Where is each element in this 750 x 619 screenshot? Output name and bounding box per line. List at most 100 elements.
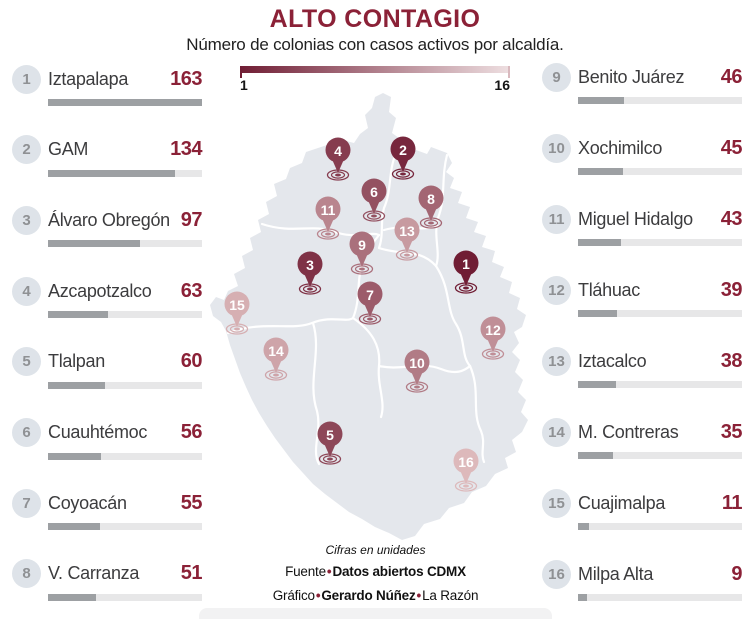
- map-pin-1: 1: [453, 250, 479, 294]
- pin-rank-label: 10: [409, 355, 425, 371]
- credit-line: Gráfico•Gerardo Núñez•La Razón: [199, 588, 552, 603]
- value-bar: [578, 239, 742, 246]
- value-bar-fill: [578, 523, 590, 530]
- pin-rank-label: 4: [334, 143, 342, 159]
- header: ALTO CONTAGIO Número de colonias con cas…: [0, 6, 750, 55]
- case-count: 46: [720, 65, 743, 88]
- rank-badge: 4: [12, 276, 41, 306]
- case-count: 163: [170, 67, 202, 90]
- alcaldia-name: Cuauhtémoc: [48, 422, 148, 443]
- value-bar-fill: [48, 381, 105, 389]
- ranking-row: 6 Cuauhtémoc 56: [12, 418, 203, 461]
- rank-badge: 2: [12, 135, 41, 165]
- value-bar-fill: [578, 239, 622, 246]
- case-count: 45: [720, 136, 743, 159]
- color-scale-gradient: [240, 66, 510, 78]
- map-pin-16: 16: [453, 448, 479, 492]
- case-count: 9: [731, 562, 742, 585]
- value-bar: [578, 523, 742, 530]
- value-bar-fill: [578, 452, 614, 459]
- pin-marker-icon: [453, 448, 479, 474]
- ranking-row: 9 Benito Juárez 46: [542, 62, 743, 105]
- case-count: 39: [720, 278, 743, 301]
- pin-rank-label: 6: [370, 184, 378, 200]
- alcaldia-name: M. Contreras: [578, 421, 679, 442]
- map-pin-14: 14: [263, 337, 289, 381]
- pin-ripple-icon: [454, 480, 478, 492]
- credit-prefix: Gráfico: [272, 588, 315, 603]
- pin-marker-icon: [315, 196, 341, 222]
- value-bar: [48, 523, 202, 531]
- value-bar: [578, 594, 742, 601]
- value-bar: [48, 593, 202, 601]
- map-pin-9: 9: [349, 231, 375, 275]
- value-bar-fill: [48, 523, 100, 531]
- map-pin-3: 3: [297, 251, 323, 295]
- pin-rank-label: 15: [229, 297, 245, 313]
- case-count: 60: [180, 350, 203, 373]
- rank-badge: 11: [542, 204, 571, 234]
- pin-rank-label: 5: [326, 427, 334, 443]
- map-pin-10: 10: [404, 349, 430, 393]
- map-pin-4: 4: [325, 137, 351, 181]
- alcaldia-name: Álvaro Obregón: [48, 209, 170, 230]
- ranking-row: 3 Álvaro Obregón 97: [12, 205, 203, 248]
- pin-marker-icon: [404, 349, 430, 375]
- legend-right-tick: [508, 66, 510, 78]
- bullet-icon: •: [315, 588, 321, 603]
- credit-brand: La Razón: [422, 588, 479, 603]
- case-count: 134: [170, 138, 202, 161]
- bottom-panel-edge: [199, 608, 552, 619]
- value-bar-fill: [48, 452, 101, 460]
- rank-badge: 3: [12, 205, 41, 235]
- value-bar-fill: [48, 593, 97, 601]
- ranking-column-right: 9 Benito Juárez 46 10 Xochimilco 45 11 M…: [542, 62, 743, 602]
- alcaldia-name: Milpa Alta: [578, 563, 654, 584]
- map-pin-13: 13: [394, 217, 420, 261]
- cdmx-silhouette: [210, 93, 528, 540]
- pin-ripple-icon: [225, 323, 249, 335]
- alcaldia-name: Tláhuac: [578, 279, 640, 300]
- rank-badge: 10: [542, 133, 571, 163]
- legend-labels: 1 16: [240, 77, 510, 93]
- ranking-column-left: 1 Iztapalapa 163 2 GAM 134 3 Álvaro Obre…: [12, 64, 203, 602]
- alcaldia-name: V. Carranza: [48, 563, 140, 584]
- pin-marker-icon: [361, 178, 387, 204]
- value-bar-fill: [48, 240, 140, 248]
- alcaldia-name: Iztapalapa: [48, 68, 129, 89]
- page-subtitle: Número de colonias con casos activos por…: [186, 35, 564, 54]
- ranking-row: 14 M. Contreras 35: [542, 417, 743, 460]
- alcaldia-name: GAM: [48, 139, 89, 160]
- pin-marker-icon: [418, 185, 444, 211]
- alcaldia-name: Iztacalco: [578, 350, 647, 371]
- rank-badge: 1: [12, 64, 41, 94]
- legend-left-tick: [240, 66, 242, 78]
- pin-rank-label: 13: [399, 223, 415, 239]
- ranking-row: 12 Tláhuac 39: [542, 275, 743, 318]
- pin-rank-label: 9: [358, 237, 366, 253]
- map-pin-8: 8: [418, 185, 444, 229]
- case-count: 35: [720, 420, 743, 443]
- pin-ripple-icon: [264, 369, 288, 381]
- ranking-row: 11 Miguel Hidalgo 43: [542, 204, 743, 247]
- pin-marker-icon: [453, 250, 479, 276]
- map-pin-2: 2: [390, 136, 416, 180]
- pin-ripple-icon: [362, 210, 386, 222]
- value-bar: [48, 311, 202, 319]
- case-count: 63: [180, 279, 203, 302]
- pin-marker-icon: [349, 231, 375, 257]
- rank-badge: 5: [12, 347, 41, 377]
- alcaldia-name: Miguel Hidalgo: [578, 208, 693, 229]
- pin-rank-label: 8: [427, 191, 435, 207]
- pin-rank-label: 16: [458, 454, 474, 470]
- value-bar-fill: [48, 169, 175, 177]
- value-bar-fill: [578, 381, 617, 388]
- value-bar: [578, 97, 742, 104]
- pin-rank-label: 11: [321, 202, 336, 218]
- pin-ripple-icon: [391, 168, 415, 180]
- ranking-row: 1 Iztapalapa 163: [12, 64, 202, 107]
- ranking-row: 4 Azcapotzalco 63: [12, 276, 203, 319]
- legend-min-label: 1: [240, 77, 248, 93]
- value-bar-fill: [48, 99, 202, 106]
- alcaldia-name: Cuajimalpa: [578, 492, 666, 513]
